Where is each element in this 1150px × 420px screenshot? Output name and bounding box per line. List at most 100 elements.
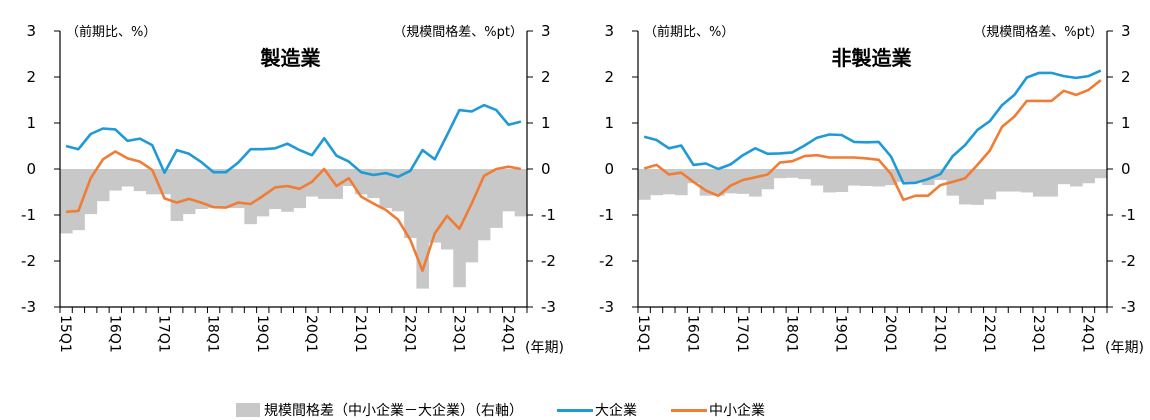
y-tick-label: 2 bbox=[604, 68, 614, 86]
y2-tick-label: -1 bbox=[1121, 206, 1136, 224]
gap-bar bbox=[835, 169, 849, 192]
gap-bar bbox=[244, 169, 257, 225]
x-tick-label: 20Q1 bbox=[882, 315, 898, 353]
gap-bar bbox=[367, 169, 380, 198]
gap-bar bbox=[281, 169, 294, 212]
x-tick-label: 18Q1 bbox=[783, 315, 799, 353]
y2-tick-label: -1 bbox=[541, 206, 556, 224]
x-tick-label: 24Q1 bbox=[1079, 315, 1095, 353]
gap-bar bbox=[847, 169, 861, 186]
x-tick-label: 21Q1 bbox=[931, 315, 947, 353]
gap-bar bbox=[1032, 169, 1046, 197]
gap-bar bbox=[133, 169, 147, 192]
gap-bar bbox=[428, 169, 442, 243]
legend-swatch-large bbox=[557, 408, 593, 412]
legend: 規模間格差（中小企業－大企業）（右軸） 大企業 中小企業 bbox=[236, 400, 765, 420]
gap-bar bbox=[440, 169, 454, 250]
gap-bar bbox=[786, 169, 799, 178]
gap-bar bbox=[1057, 169, 1071, 185]
x-tick-label: 15Q1 bbox=[635, 315, 651, 353]
x-tick-label: 15Q1 bbox=[57, 315, 73, 353]
x-tick-label: 16Q1 bbox=[106, 315, 122, 353]
x-tick-label: 18Q1 bbox=[205, 315, 221, 353]
y-tick-label: 3 bbox=[26, 22, 36, 40]
gap-bar bbox=[170, 169, 184, 221]
x-tick-label: 22Q1 bbox=[981, 315, 997, 353]
gap-bar bbox=[354, 169, 368, 195]
gap-bar bbox=[72, 169, 85, 231]
gap-bar bbox=[182, 169, 196, 215]
gap-bar bbox=[109, 169, 122, 191]
gap-bar bbox=[391, 169, 405, 212]
x-tick-label: 17Q1 bbox=[155, 315, 171, 353]
legend-label-large: 大企業 bbox=[595, 403, 637, 419]
legend-label-gap: 規模間格差（中小企業－大企業）（右軸） bbox=[264, 403, 523, 419]
y2-tick-label: 2 bbox=[1121, 68, 1131, 86]
chart-title: 製造業 bbox=[261, 46, 322, 70]
y2-tick-label: 1 bbox=[1121, 114, 1131, 132]
legend-label-small: 中小企業 bbox=[709, 403, 765, 419]
gap-bar bbox=[404, 169, 417, 238]
x-unit-label: (年期) bbox=[525, 340, 564, 356]
x-tick-label: 20Q1 bbox=[303, 315, 319, 353]
gap-bar bbox=[219, 169, 233, 209]
gap-bar bbox=[490, 169, 503, 228]
gap-bar bbox=[256, 169, 270, 217]
legend-swatch-gap bbox=[236, 403, 260, 417]
gap-bar bbox=[1094, 169, 1108, 179]
gap-bar bbox=[477, 169, 491, 241]
y2-tick-label: 3 bbox=[541, 22, 551, 40]
gap-bar bbox=[379, 169, 393, 209]
x-tick-label: 24Q1 bbox=[500, 315, 516, 353]
y2-tick-label: -3 bbox=[1121, 298, 1136, 316]
gap-bar bbox=[823, 169, 836, 193]
legend-swatch-small bbox=[671, 408, 707, 412]
gap-bar bbox=[514, 169, 528, 217]
chart-title: 非製造業 bbox=[832, 46, 913, 70]
series-line-small bbox=[66, 150, 522, 273]
x-tick-label: 23Q1 bbox=[1030, 315, 1046, 353]
y2-tick-label: 1 bbox=[541, 114, 551, 132]
y-tick-label: -1 bbox=[21, 206, 36, 224]
y2-tick-label: 3 bbox=[1121, 22, 1131, 40]
x-tick-label: 22Q1 bbox=[401, 315, 417, 353]
x-tick-label: 19Q1 bbox=[833, 315, 849, 353]
gap-bar bbox=[195, 169, 208, 210]
y-tick-label: -3 bbox=[21, 298, 36, 316]
series-line-small bbox=[643, 79, 1102, 202]
gap-bar bbox=[736, 169, 750, 194]
y-tick-label: 0 bbox=[604, 160, 614, 178]
y2-tick-label: 2 bbox=[541, 68, 551, 86]
gap-bar bbox=[84, 169, 98, 215]
gap-bar bbox=[810, 169, 824, 186]
series-line-large bbox=[65, 103, 522, 179]
x-tick-label: 19Q1 bbox=[254, 315, 270, 353]
y2-tick-label: -3 bbox=[541, 298, 556, 316]
gap-bar bbox=[502, 169, 516, 212]
gap-bar bbox=[638, 169, 651, 200]
gap-bar bbox=[465, 169, 479, 263]
y-tick-label: 1 bbox=[26, 114, 36, 132]
y2-tick-label: 0 bbox=[1121, 160, 1131, 178]
series-line-large bbox=[643, 69, 1102, 185]
y2-tick-label: 0 bbox=[541, 160, 551, 178]
right-axis-label: （規模間格差、%pt） bbox=[973, 24, 1103, 40]
gap-bar bbox=[1008, 169, 1021, 192]
gap-bar bbox=[761, 169, 775, 190]
y-tick-label: -1 bbox=[599, 206, 614, 224]
x-tick-label: 17Q1 bbox=[734, 315, 750, 353]
y-tick-label: -3 bbox=[599, 298, 614, 316]
gap-bar bbox=[995, 169, 1009, 192]
gap-bar bbox=[909, 169, 923, 182]
gap-bar bbox=[1045, 169, 1058, 197]
y2-tick-label: -2 bbox=[1121, 252, 1136, 270]
right-axis-label: （規模間格差、%pt） bbox=[393, 24, 523, 40]
y-tick-label: 1 bbox=[604, 114, 614, 132]
gap-bar bbox=[773, 169, 787, 179]
x-tick-label: 16Q1 bbox=[685, 315, 701, 353]
gap-bar bbox=[798, 169, 812, 180]
gap-bar bbox=[158, 169, 171, 195]
y2-tick-label: -2 bbox=[541, 252, 556, 270]
gap-bar bbox=[749, 169, 762, 197]
